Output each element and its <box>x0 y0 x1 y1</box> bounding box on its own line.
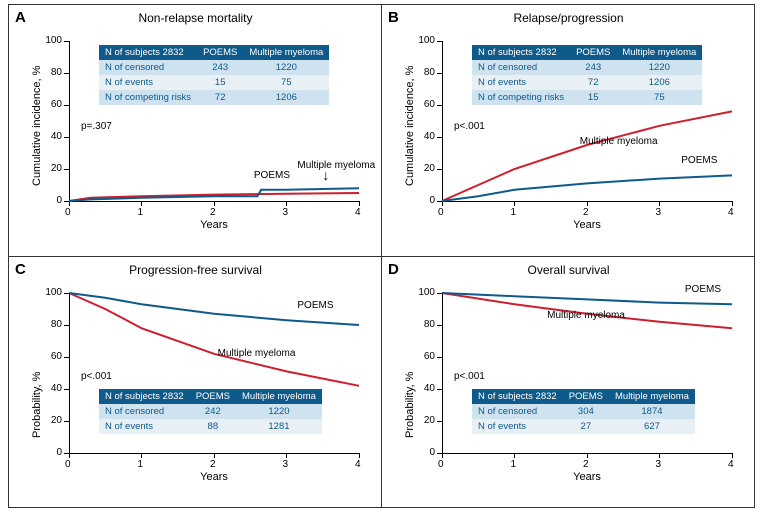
table-cell: 15 <box>570 90 616 105</box>
table-header: POEMS <box>563 389 609 404</box>
table-cell: N of censored <box>472 60 570 75</box>
table-cell: 1874 <box>609 404 695 419</box>
p-value: p<.001 <box>454 121 485 132</box>
series-label: POEMS <box>685 284 721 295</box>
table-cell: N of competing risks <box>472 90 570 105</box>
series-label: Multiple myeloma <box>297 160 375 171</box>
panel-A: ANon-relapse mortality02040608010001234C… <box>9 5 382 257</box>
p-value: p=.307 <box>81 121 112 132</box>
curve <box>442 175 732 201</box>
table-cell: 27 <box>563 419 609 434</box>
series-label: Multiple myeloma <box>218 348 296 359</box>
table-cell: 1281 <box>236 419 322 434</box>
panel-B: BRelapse/progression02040608010001234Cum… <box>382 5 755 257</box>
p-value: p<.001 <box>81 371 112 382</box>
summary-table: N of subjects 2832POEMSMultiple myeloma N… <box>472 45 702 105</box>
table-cell: N of censored <box>99 60 197 75</box>
table-cell: 242 <box>190 404 236 419</box>
table-cell: 72 <box>570 75 616 90</box>
panel-D: DOverall survival02040608010001234Probab… <box>382 257 755 509</box>
series-label: POEMS <box>681 155 717 166</box>
table-cell: 304 <box>563 404 609 419</box>
table-header: N of subjects 2832 <box>99 45 197 60</box>
series-label: POEMS <box>254 170 290 181</box>
table-header: N of subjects 2832 <box>472 389 563 404</box>
table-cell: 72 <box>197 90 243 105</box>
curves-svg <box>9 257 382 509</box>
arrow-icon: ↓ <box>322 167 329 183</box>
table-cell: 88 <box>190 419 236 434</box>
curves-svg <box>382 5 755 257</box>
table-cell: N of events <box>99 75 197 90</box>
table-cell: 1220 <box>243 60 329 75</box>
table-cell: N of events <box>99 419 190 434</box>
table-cell: 243 <box>570 60 616 75</box>
table-cell: 75 <box>243 75 329 90</box>
table-header: POEMS <box>197 45 243 60</box>
table-cell: N of events <box>472 75 570 90</box>
series-label: POEMS <box>297 300 333 311</box>
series-label: Multiple myeloma <box>580 136 658 147</box>
table-header: Multiple myeloma <box>236 389 322 404</box>
table-cell: N of censored <box>472 404 563 419</box>
p-value: p<.001 <box>454 371 485 382</box>
table-header: POEMS <box>570 45 616 60</box>
table-cell: 1206 <box>243 90 329 105</box>
table-header: N of subjects 2832 <box>472 45 570 60</box>
table-cell: 627 <box>609 419 695 434</box>
table-cell: 1206 <box>616 75 702 90</box>
figure-frame: ANon-relapse mortality02040608010001234C… <box>8 4 755 508</box>
table-header: N of subjects 2832 <box>99 389 190 404</box>
table-cell: 1220 <box>616 60 702 75</box>
summary-table: N of subjects 2832POEMSMultiple myeloma N… <box>472 389 695 434</box>
series-label: Multiple myeloma <box>547 310 625 321</box>
summary-table: N of subjects 2832POEMSMultiple myeloma N… <box>99 45 329 105</box>
table-header: Multiple myeloma <box>609 389 695 404</box>
table-cell: N of censored <box>99 404 190 419</box>
table-cell: 1220 <box>236 404 322 419</box>
table-header: POEMS <box>190 389 236 404</box>
summary-table: N of subjects 2832POEMSMultiple myeloma N… <box>99 389 322 434</box>
panel-C: CProgression-free survival02040608010001… <box>9 257 382 509</box>
table-cell: 243 <box>197 60 243 75</box>
table-cell: N of events <box>472 419 563 434</box>
table-cell: 15 <box>197 75 243 90</box>
curves-svg <box>9 5 382 257</box>
table-cell: 75 <box>616 90 702 105</box>
table-header: Multiple myeloma <box>616 45 702 60</box>
table-cell: N of competing risks <box>99 90 197 105</box>
table-header: Multiple myeloma <box>243 45 329 60</box>
